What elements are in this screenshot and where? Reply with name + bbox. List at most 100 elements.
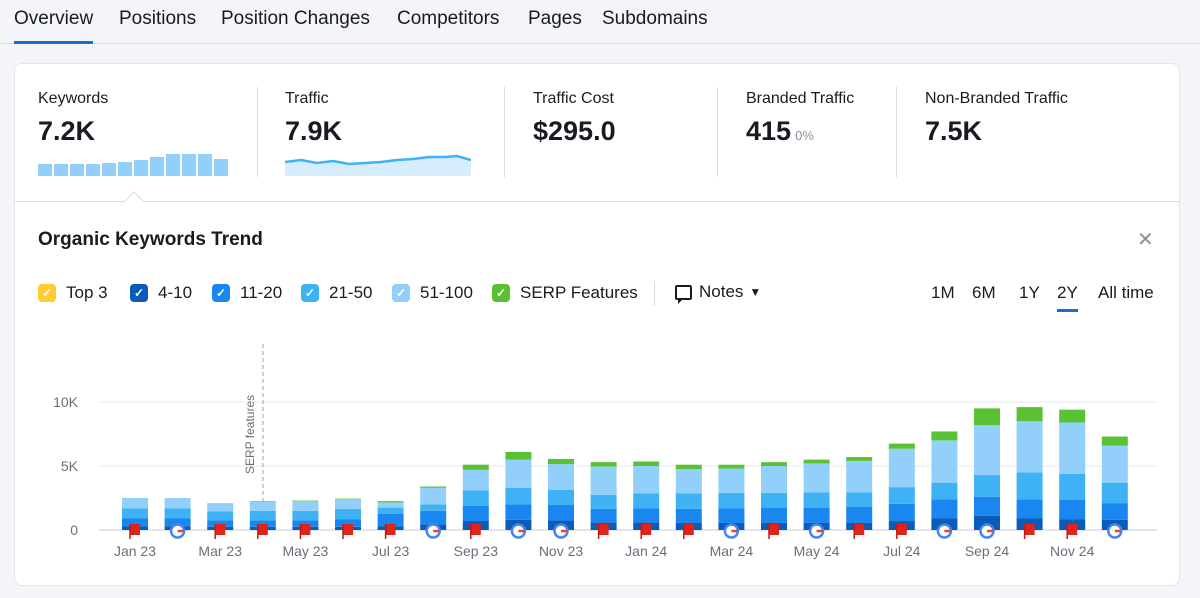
- bar-segment: [590, 462, 617, 467]
- y-tick-label: 10K: [53, 394, 79, 410]
- close-icon[interactable]: ✕: [1137, 229, 1154, 251]
- flag-icon: [1067, 524, 1078, 535]
- bar-segment: [675, 508, 702, 523]
- bar-segment: [718, 464, 745, 469]
- tab-positions[interactable]: Positions: [119, 8, 197, 29]
- tab-position-changes[interactable]: Position Changes: [221, 8, 370, 29]
- bar-segment: [888, 487, 915, 504]
- bar-segment: [292, 501, 319, 511]
- bar-segment: [1101, 445, 1128, 483]
- metric-traffic-cost[interactable]: Traffic Cost $295.0: [504, 64, 717, 201]
- legend-4-10[interactable]: ✓ 4-10: [130, 282, 192, 304]
- bar-segment: [1101, 503, 1128, 520]
- metric-separator: [504, 87, 505, 177]
- bar-segment: [888, 448, 915, 488]
- metric-traffic[interactable]: Traffic 7.9K: [258, 64, 504, 201]
- bar-segment: [548, 489, 574, 506]
- period-1m[interactable]: 1M: [931, 283, 955, 302]
- flag-icon: [769, 524, 779, 535]
- keywords-sparkline: [38, 154, 228, 176]
- legend-21-50[interactable]: ✓ 21-50: [301, 282, 372, 304]
- bar-segment: [974, 474, 1000, 497]
- metric-separator: [896, 87, 897, 177]
- bar-segment: [420, 486, 447, 488]
- bar-segment: [931, 499, 958, 519]
- bar-segment: [1059, 499, 1086, 520]
- bar-segment: [761, 492, 787, 508]
- metric-value: 7.5K: [925, 116, 983, 146]
- bar-segment: [803, 459, 830, 464]
- notes-dropdown[interactable]: Notes ▼: [675, 282, 761, 304]
- x-tick-label: Jan 24: [625, 543, 667, 559]
- bar-segment: [633, 508, 660, 523]
- bar-segment: [675, 469, 702, 494]
- bar-segment: [377, 507, 404, 514]
- period-all-time[interactable]: All time: [1098, 283, 1154, 302]
- flag-icon: [257, 524, 268, 535]
- bar-segment: [377, 514, 404, 527]
- bar-segment: [1059, 409, 1086, 423]
- organic-keywords-chart: 0 5K 10K SERP features Jan 23 Mar 23 May 23 Jul…: [53, 344, 1157, 559]
- tab-overview[interactable]: Overview: [14, 8, 94, 44]
- bar-segment: [335, 499, 361, 509]
- bar-segment: [718, 508, 745, 523]
- bar-segment: [292, 500, 319, 502]
- bar-segment: [505, 459, 532, 488]
- bar-segment: [1101, 482, 1128, 504]
- bar-segment: [931, 431, 958, 441]
- bar-segment: [505, 504, 532, 520]
- flag-icon: [598, 524, 609, 535]
- bar-segment: [974, 496, 1000, 516]
- x-tick-label: Mar 24: [710, 543, 754, 559]
- bar-segment: [675, 464, 702, 470]
- metric-value-number: 415: [746, 116, 792, 146]
- metric-value: 415 0%: [746, 116, 814, 147]
- metric-label: Non-Branded Traffic: [925, 90, 1068, 107]
- legend-top-3[interactable]: ✓ Top 3: [38, 282, 108, 304]
- bar-segment: [164, 518, 191, 527]
- x-tick-label: Mar 23: [198, 543, 242, 559]
- section-title: Organic Keywords Trend: [38, 229, 263, 250]
- tab-pages[interactable]: Pages: [528, 8, 582, 29]
- bar-segment: [335, 498, 361, 500]
- bar-segment: [122, 498, 148, 509]
- bar-segment: [803, 463, 830, 493]
- bar-segment: [505, 487, 532, 505]
- checkbox-icon: ✓: [130, 284, 148, 302]
- metric-non-branded-traffic[interactable]: Non-Branded Traffic 7.5K: [896, 64, 1179, 201]
- period-6m[interactable]: 6M: [972, 283, 996, 302]
- legend-51-100[interactable]: ✓ 51-100: [392, 282, 473, 304]
- checkbox-icon: ✓: [492, 284, 510, 302]
- bar-segment: [590, 494, 617, 509]
- period-2y[interactable]: 2Y: [1057, 283, 1078, 312]
- overview-card: Keywords 7.2K Traffic 7.9K Traffic Cost …: [14, 63, 1180, 586]
- bar-segment: [931, 440, 958, 483]
- bar-segment: [846, 457, 873, 461]
- metric-keywords[interactable]: Keywords 7.2K: [15, 64, 258, 201]
- flag-icon: [130, 524, 140, 535]
- legend-11-20[interactable]: ✓ 11-20: [212, 282, 282, 304]
- bar-segment: [846, 492, 873, 507]
- tab-subdomains[interactable]: Subdomains: [602, 8, 708, 29]
- metric-value: $295.0: [533, 116, 616, 146]
- metric-branded-traffic[interactable]: Branded Traffic 415 0%: [717, 64, 896, 201]
- bar-segment: [1059, 473, 1086, 500]
- legend-label: 21-50: [329, 283, 373, 302]
- metric-separator: [257, 87, 258, 177]
- tab-competitors[interactable]: Competitors: [397, 8, 500, 29]
- y-tick-label: 0: [70, 522, 78, 538]
- legend-label: SERP Features: [520, 283, 638, 302]
- legend-serp-features[interactable]: ✓ SERP Features: [492, 282, 638, 304]
- metrics-divider: [15, 201, 1179, 202]
- flag-icon: [896, 524, 907, 535]
- metric-value: 7.9K: [285, 116, 343, 146]
- period-1y[interactable]: 1Y: [1019, 283, 1040, 302]
- metric-label: Traffic: [285, 90, 329, 107]
- bar-segment: [122, 508, 148, 519]
- flag-icon: [300, 524, 311, 535]
- bar-segment: [249, 501, 276, 502]
- x-tick-label: Nov 23: [539, 543, 584, 559]
- bar-segment: [164, 498, 191, 509]
- bar-segment: [548, 505, 574, 521]
- x-tick-label: Nov 24: [1050, 543, 1095, 559]
